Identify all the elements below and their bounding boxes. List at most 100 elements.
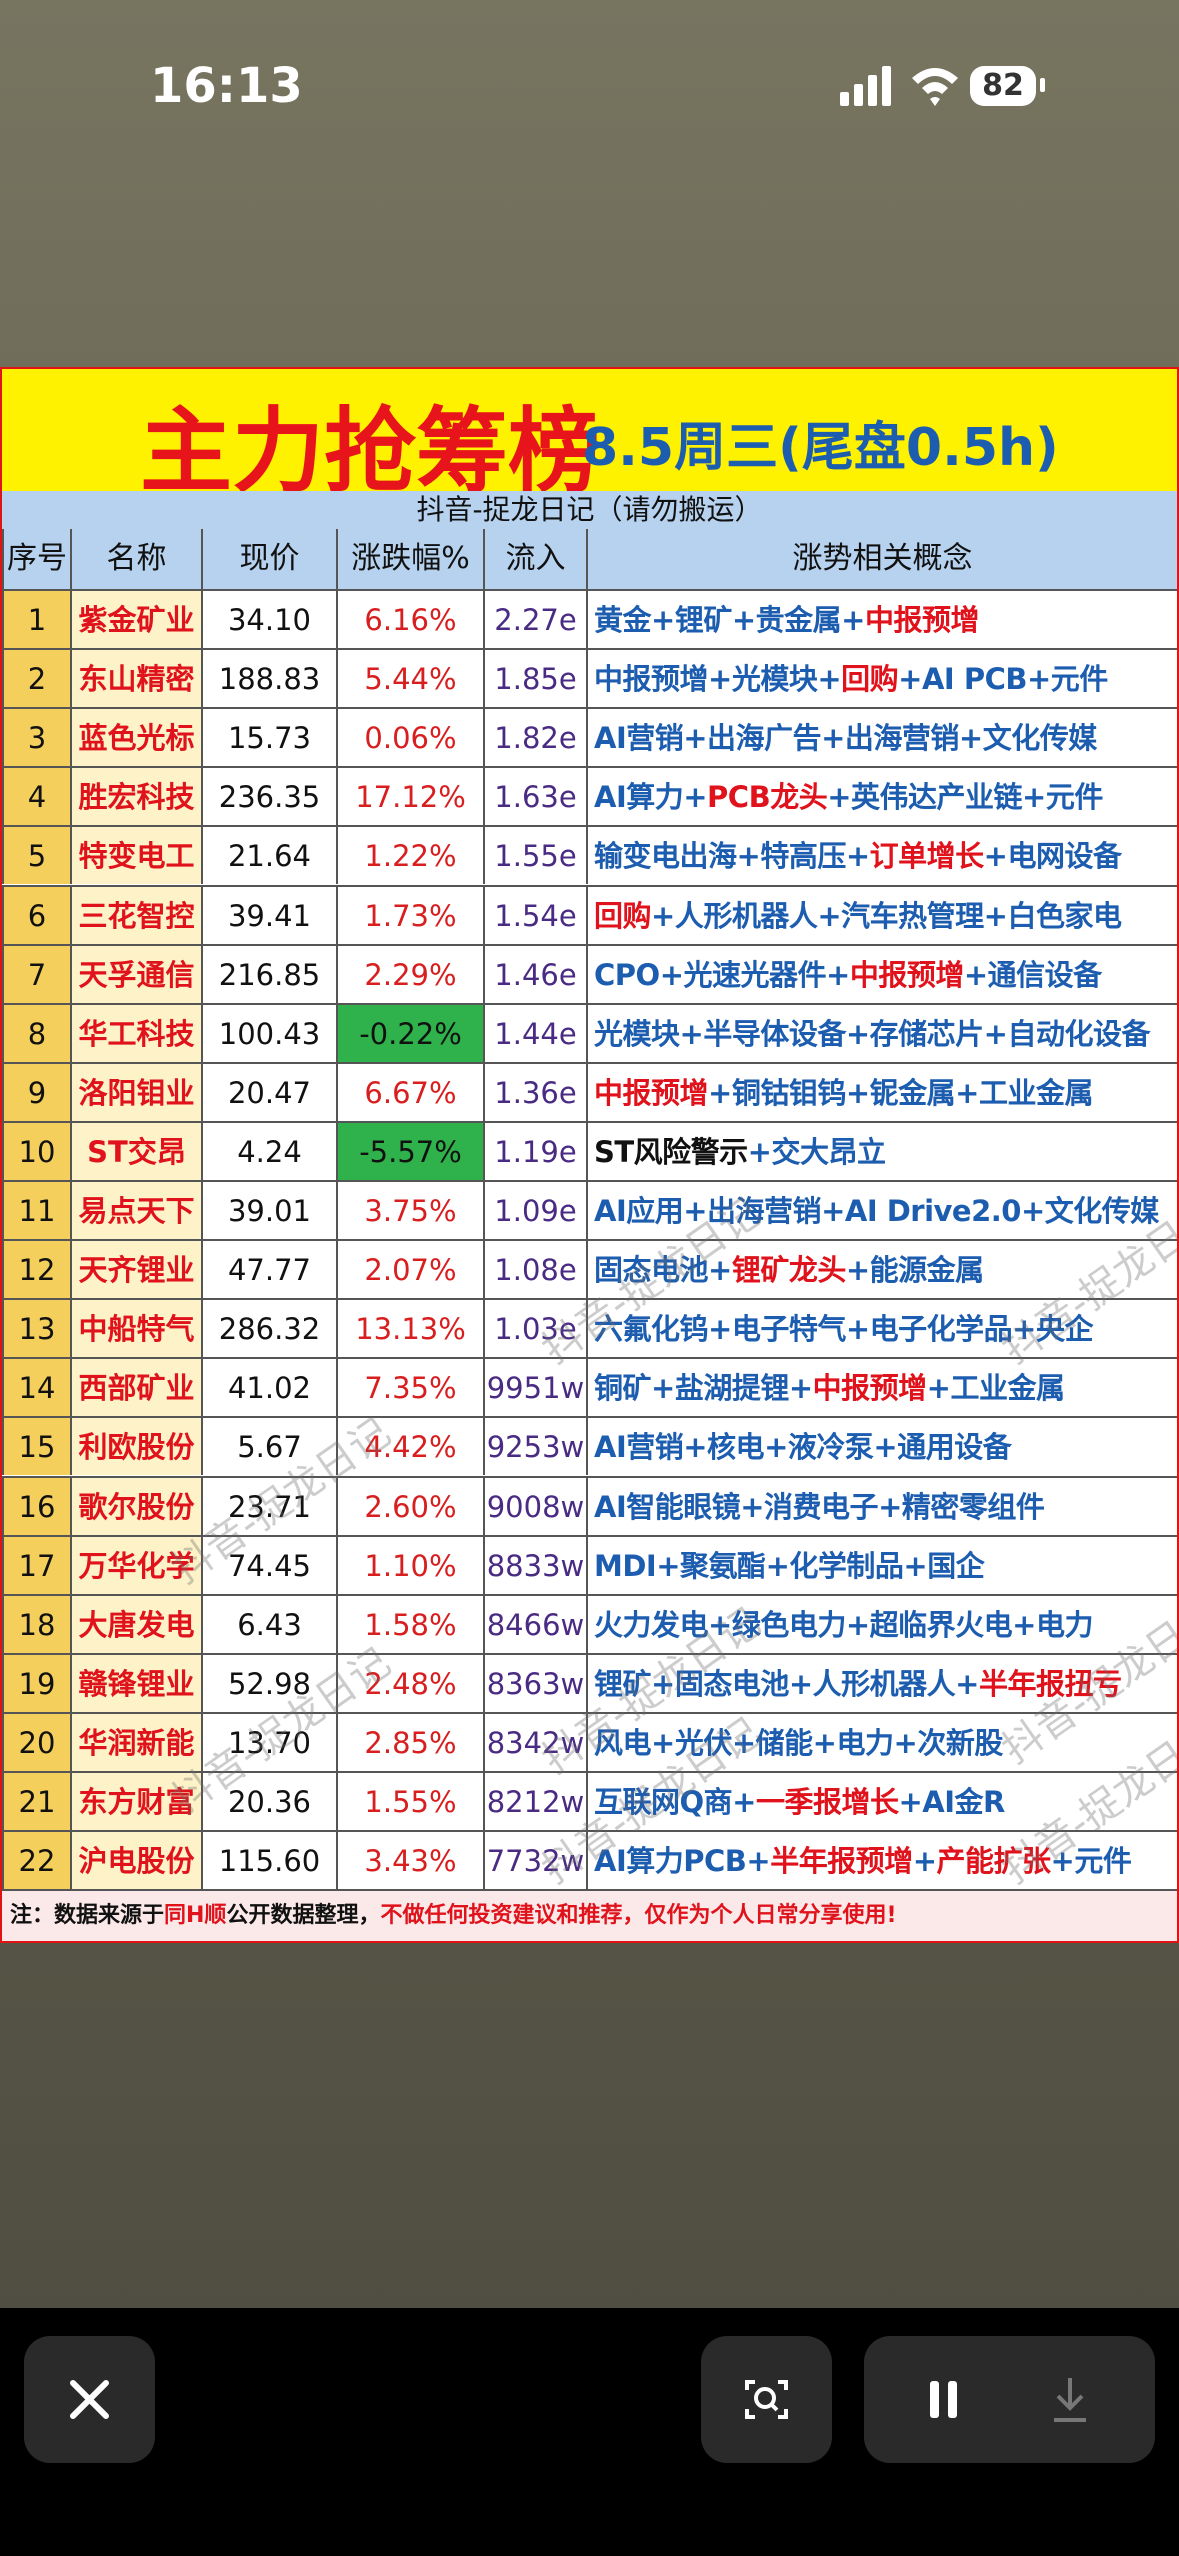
concept-term: 固态电池 [674, 1666, 790, 1701]
concept-term: CPO [594, 957, 660, 992]
table-footer: 注：数据来源于同H顺公开数据整理，不做任何投资建议和推荐，仅作为个人日常分享使用… [2, 1889, 1177, 1941]
cell-name: 蓝色光标 [70, 707, 201, 767]
cell-price: 74.45 [201, 1534, 336, 1594]
separator: + [812, 1725, 837, 1760]
concept-term: 锂矿 [674, 603, 733, 637]
cell-concept: AI智能眼镜+消费电子+精密零组件 [586, 1475, 1177, 1535]
cell-inflow: 8466w [483, 1593, 586, 1653]
cell-inflow: 1.03e [483, 1298, 586, 1358]
separator: + [788, 1666, 813, 1701]
concept-term: 订单增长 [869, 839, 985, 874]
separator: + [746, 1844, 771, 1879]
separator: + [683, 721, 708, 756]
cell-change: 3.43% [336, 1830, 483, 1890]
concept-term: 火力发电 [594, 1607, 709, 1642]
separator: + [1012, 1312, 1036, 1347]
cell-name: 三花智控 [70, 884, 201, 944]
cell-price: 41.02 [201, 1357, 336, 1417]
media-controls [864, 2336, 1155, 2463]
cell-concept: 光模块+半导体设备+存储芯片+自动化设备 [586, 1002, 1177, 1062]
battery-level: 82 [982, 68, 1024, 103]
cell-rank: 18 [2, 1593, 70, 1653]
separator: + [817, 898, 842, 933]
separator: + [963, 957, 988, 992]
concept-term: 电力 [1035, 1607, 1094, 1642]
separator: + [651, 1371, 675, 1406]
cell-inflow: 9008w [483, 1475, 586, 1535]
separator: + [651, 1666, 675, 1701]
concept-term: 国企 [927, 1548, 985, 1583]
separator: + [873, 1430, 898, 1465]
cell-price: 5.67 [201, 1416, 336, 1476]
cell-inflow: 2.27e [483, 589, 586, 648]
concept-term: AI金R [922, 1785, 1005, 1819]
cell-concept: 风电+光伏+储能+电力+次新股 [586, 1711, 1177, 1771]
cell-rank: 22 [2, 1830, 70, 1890]
separator: + [1026, 662, 1051, 697]
cell-name: ST交昂 [70, 1120, 201, 1180]
concept-term: 超临界火电 [869, 1607, 1013, 1642]
concept-term: 出海营销 [707, 1194, 822, 1228]
separator: + [731, 603, 756, 637]
cell-rank: 13 [2, 1298, 70, 1358]
download-button[interactable] [1054, 2378, 1086, 2422]
status-icons [840, 66, 1045, 106]
cell-rank: 1 [2, 589, 70, 648]
table-source: 抖音-捉龙日记（请勿搬运） [2, 491, 1177, 529]
cell-concept: AI算力+PCB龙头+英伟达产业链+元件 [586, 766, 1177, 826]
footer-text: 公开数据整理， [226, 1903, 381, 1928]
column-header: 涨跌幅% [336, 529, 483, 589]
concept-term: 一季报增长 [755, 1785, 899, 1819]
concept-term: 元件 [1074, 1844, 1132, 1879]
cell-concept: AI算力PCB+半年报预增+产能扩张+元件 [586, 1830, 1177, 1890]
concept-term: 出海营销 [844, 721, 960, 756]
separator: + [955, 1666, 979, 1701]
separator: + [651, 898, 675, 933]
concept-term: 输变电出海 [594, 839, 737, 874]
separator: + [845, 839, 870, 874]
concept-term: 元件 [1050, 662, 1109, 697]
concept-term: 电力 [836, 1725, 894, 1760]
concept-term: 光模块 [594, 1016, 680, 1051]
cell-change: 2.60% [336, 1475, 483, 1535]
concept-term: 铜钴钼钨 [731, 1075, 847, 1110]
cell-price: 34.10 [201, 589, 336, 648]
concept-term: 固态电池 [594, 1253, 709, 1288]
concept-term: 出海广告 [707, 721, 822, 756]
cell-price: 15.73 [201, 707, 336, 767]
separator: + [912, 1844, 937, 1879]
cell-price: 21.64 [201, 825, 336, 885]
cell-change: 1.55% [336, 1771, 483, 1830]
separator: + [893, 1725, 918, 1760]
separator: + [926, 1371, 951, 1406]
separator: + [983, 839, 1008, 874]
cell-change: -0.22% [336, 1002, 483, 1062]
table-card: 主力抢筹榜 8.5周三(尾盘0.5h) 抖音-捉龙日记（请勿搬运） 1 紫金矿业 3… [0, 367, 1179, 1943]
cell-inflow: 1.36e [483, 1061, 586, 1121]
cell-inflow: 8212w [483, 1771, 586, 1830]
separator: + [983, 898, 1008, 933]
separator: + [732, 1785, 756, 1819]
concept-term: PCB龙头 [707, 780, 828, 815]
separator: + [708, 1075, 732, 1110]
scan-button[interactable] [701, 2336, 832, 2463]
cell-price: 23.71 [201, 1475, 336, 1535]
close-button[interactable] [24, 2336, 155, 2463]
cell-concept: AI应用+出海营销+AI Drive2.0+文化传媒 [586, 1180, 1177, 1239]
cell-change: 2.48% [336, 1652, 483, 1712]
cell-price: 6.43 [201, 1593, 336, 1653]
pause-button[interactable] [930, 2381, 939, 2418]
cell-inflow: 9253w [483, 1416, 586, 1476]
concept-term: 通用设备 [897, 1430, 1012, 1465]
cell-name: 天齐锂业 [70, 1239, 201, 1299]
concept-term: 锂矿 [594, 1666, 652, 1701]
concept-term: 中报预增 [594, 662, 709, 697]
bottom-bar [0, 2308, 1179, 2556]
concept-term: 锂矿龙头 [731, 1253, 847, 1288]
title-band: 主力抢筹榜 8.5周三(尾盘0.5h) [2, 369, 1177, 505]
separator: + [845, 1312, 870, 1347]
concept-term: 次新股 [917, 1725, 1003, 1760]
concept-term: 文化传媒 [1044, 1194, 1160, 1228]
separator: + [765, 1548, 790, 1583]
